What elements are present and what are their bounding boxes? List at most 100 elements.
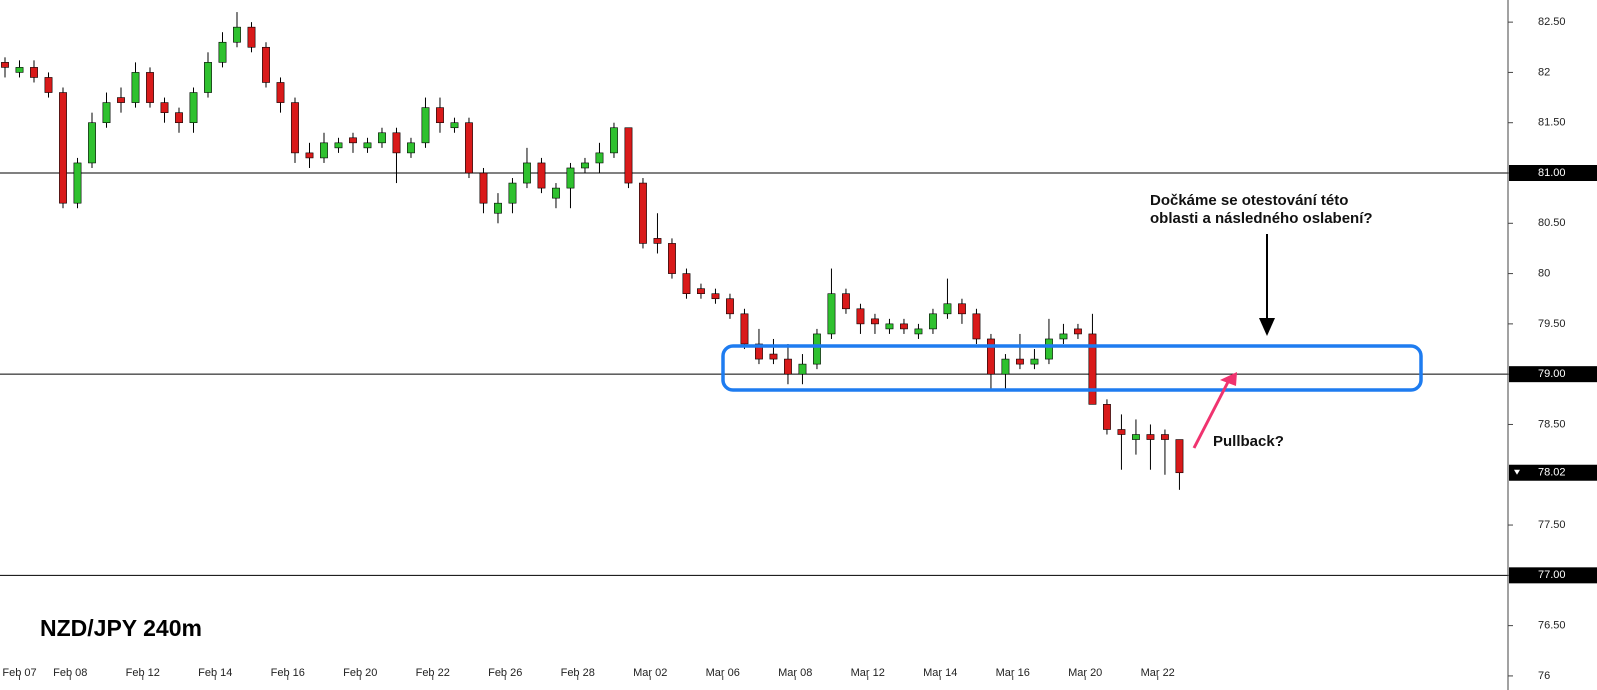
candle-body — [233, 26, 241, 43]
candle-body — [523, 162, 531, 184]
x-tick-label: Feb 07 — [2, 667, 36, 679]
y-tick-label: 80 — [1538, 267, 1550, 279]
y-tick-label: 76.50 — [1538, 620, 1566, 632]
y-tick-label: 77.00 — [1538, 569, 1566, 581]
y-tick-label: 76 — [1538, 670, 1550, 682]
x-tick-label: Mar 16 — [996, 667, 1030, 679]
candle-body — [407, 142, 415, 154]
candle-body — [1059, 333, 1068, 340]
candle-body — [668, 243, 676, 274]
annotation: oblasti a následného oslabení? — [1150, 210, 1373, 227]
candle-body — [595, 152, 604, 164]
candle-body — [726, 298, 734, 315]
x-tick-label: Mar 06 — [706, 667, 740, 679]
candle-body — [291, 102, 299, 154]
x-tick-label: Mar 12 — [851, 667, 885, 679]
candle-body — [1088, 333, 1097, 405]
candle-body — [1074, 328, 1082, 335]
candle-body — [769, 353, 778, 360]
candle-body — [856, 308, 865, 325]
annotation: Pullback? — [1213, 433, 1284, 450]
candle-body — [117, 97, 125, 103]
candle-body — [624, 127, 633, 184]
support-zone — [721, 344, 1423, 392]
y-tick-label: 81.00 — [1538, 167, 1566, 179]
candle-body — [1117, 429, 1126, 435]
y-tick-label: 79.00 — [1538, 368, 1566, 380]
candle-body — [537, 162, 546, 189]
candle-body — [479, 172, 488, 204]
candle-body — [204, 62, 212, 93]
plot-area — [0, 12, 1508, 576]
candle-body — [682, 273, 691, 295]
candle-body — [1146, 434, 1155, 440]
arrow-line — [1192, 381, 1230, 449]
candle-body — [1001, 358, 1010, 375]
candle-body — [421, 107, 430, 144]
candle-body — [160, 102, 169, 113]
candle-body — [102, 102, 111, 124]
candle-body — [755, 343, 763, 360]
candle-body — [552, 187, 560, 199]
candle-body — [305, 152, 314, 159]
x-tick-label: Feb 16 — [271, 667, 305, 679]
candle-body — [392, 132, 401, 154]
candle-body — [436, 107, 444, 124]
candle-body — [175, 112, 183, 124]
candle-body — [784, 358, 792, 375]
x-tick-label: Mar 20 — [1068, 667, 1102, 679]
candle-body — [566, 167, 575, 189]
candle-body — [711, 293, 720, 300]
candle-body — [262, 46, 270, 83]
y-tick-label: 82 — [1538, 66, 1550, 78]
chart-title: NZD/JPY 240m — [40, 615, 202, 641]
candle-body — [972, 313, 981, 340]
candle-body — [30, 67, 38, 78]
price-tag — [1509, 366, 1597, 383]
x-tick-label: Mar 02 — [633, 667, 667, 679]
candle-body — [189, 92, 198, 124]
candle-body — [610, 127, 618, 154]
candle-body — [465, 122, 473, 174]
candle-body — [378, 132, 386, 144]
x-tick-label: Feb 26 — [488, 667, 522, 679]
x-tick-label: Feb 20 — [343, 667, 377, 679]
candle-body — [363, 142, 372, 149]
price-tag — [1509, 567, 1597, 584]
candle-body — [1161, 434, 1169, 440]
candle-body — [1132, 434, 1140, 440]
candle-body — [842, 293, 850, 310]
y-tick-label: 78.50 — [1538, 418, 1566, 430]
candle-body — [653, 238, 662, 244]
candle-body — [740, 313, 749, 345]
candle-body — [146, 72, 154, 103]
candle-body — [798, 363, 807, 375]
candle-body — [914, 328, 923, 335]
candle-body — [320, 142, 328, 159]
candle-body — [131, 72, 140, 103]
y-tick-label: 81.50 — [1538, 117, 1566, 129]
y-tick-label: 80.50 — [1538, 217, 1566, 229]
x-tick-label: Mar 22 — [1141, 667, 1175, 679]
candle-body — [827, 293, 836, 335]
candle-body — [581, 162, 589, 169]
candle-body — [885, 323, 894, 330]
candle-body — [15, 67, 24, 73]
last-price-label: 78.02 — [1538, 467, 1566, 479]
x-tick-label: Mar 14 — [923, 667, 957, 679]
candle-body — [900, 323, 908, 330]
candle-body — [1030, 358, 1039, 365]
candle-body — [697, 288, 705, 295]
candle-body — [1016, 358, 1024, 365]
candle-body — [639, 182, 647, 244]
candle-body — [59, 92, 67, 204]
last-price-marker — [1514, 469, 1520, 475]
candle-body — [1175, 439, 1184, 474]
candle-body — [958, 303, 966, 315]
y-tick-label: 82.50 — [1538, 16, 1566, 28]
x-tick-label: Feb 08 — [53, 667, 87, 679]
x-tick-label: Mar 08 — [778, 667, 812, 679]
y-tick-label: 77.50 — [1538, 519, 1566, 531]
x-tick-label: Feb 14 — [198, 667, 232, 679]
